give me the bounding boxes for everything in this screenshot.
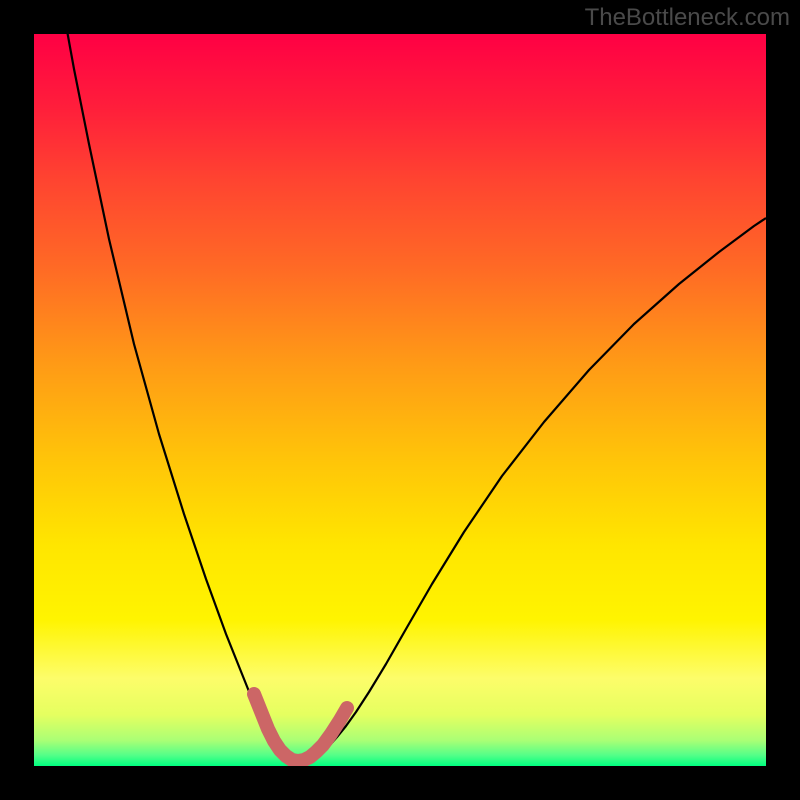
bottleneck-curve: [64, 34, 766, 762]
plot-area: [34, 34, 766, 766]
watermark-text: TheBottleneck.com: [585, 4, 790, 32]
chart-frame: TheBottleneck.com: [0, 0, 800, 800]
curve-svg: [34, 34, 766, 766]
trough-marker: [254, 694, 347, 761]
